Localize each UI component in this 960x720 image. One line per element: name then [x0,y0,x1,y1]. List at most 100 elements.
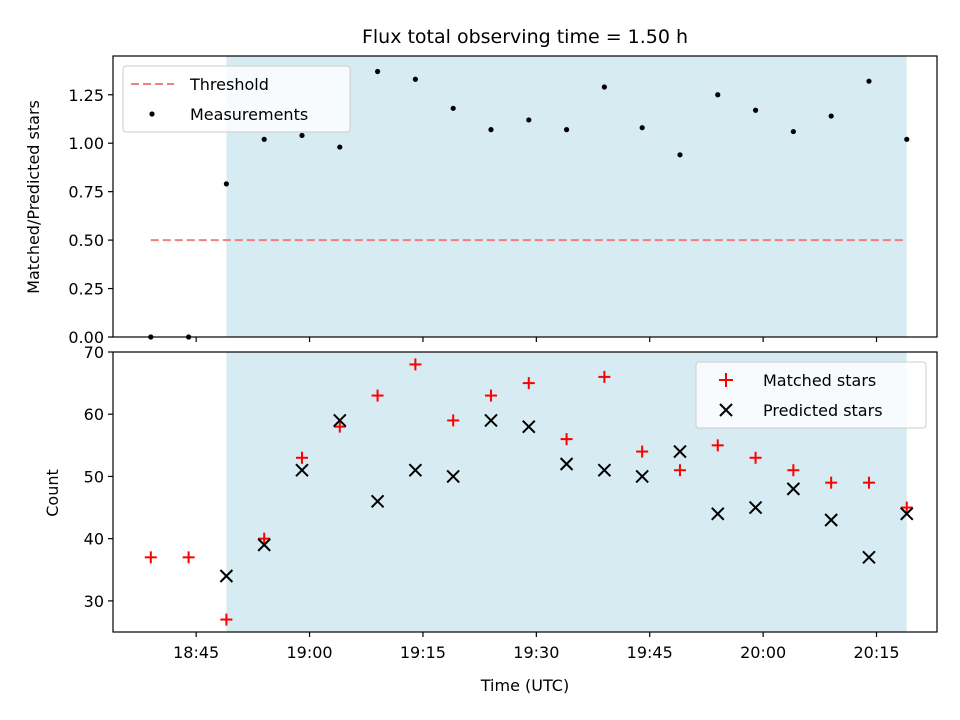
measurement-point [337,144,343,150]
predicted-stars-points [219,413,914,583]
measurement-points [148,68,910,340]
x-tick-label: 19:30 [513,643,559,662]
y-tick-label: 60 [84,405,104,424]
x-tick-label: 19:00 [286,643,332,662]
predicted-star-point [219,569,234,583]
matched-star-point [598,370,611,383]
matched-stars-points [144,358,913,626]
measurement-point [223,181,229,187]
bottom-legend-box [695,361,927,429]
measurement-point [790,128,796,135]
matched-star-point [333,420,346,433]
y-tick-label: 40 [84,530,104,549]
y-tick-label: 50 [84,467,104,486]
chart-title: Flux total observing time = 1.50 h [362,26,688,48]
predicted-star-point [295,463,309,477]
bottom-y-ticks: 30 40 50 60 70 [84,343,113,611]
top-legend: Threshold Measurements [122,65,351,133]
bottom-y-axis-label: Count [43,469,62,517]
x-tick-label: 20:00 [740,643,786,662]
predicted-star-point [786,482,801,496]
predicted-star-point [748,500,763,515]
top-legend-box [122,65,351,133]
predicted-star-point [257,538,271,552]
matched-star-point [182,551,195,564]
matched-star-point [484,389,497,402]
measurement-point [488,127,494,133]
predicted-star-point [673,444,687,459]
matched-star-point [409,358,422,371]
predicted-star-point [370,494,385,509]
x-tick-label: 18:45 [173,643,219,662]
predicted-star-point [900,507,914,521]
matched-star-point [749,451,762,464]
measurement-point [563,127,570,133]
predicted-star-point [446,469,460,484]
bottom-axes-frame [112,351,938,633]
matched-star-point [447,414,460,427]
predicted-star-point [559,457,574,471]
legend-measurements-label: Measurements [190,105,308,124]
matched-star-point [220,613,233,626]
predicted-star-point [484,413,498,428]
measurement-point [752,107,759,113]
bottom-panel: 30 40 50 60 70 18:45 19:00 19:15 19:30 19:45 20:0… [43,343,938,695]
predicted-star-point [408,463,423,477]
measurement-point [412,76,418,82]
predicted-star-point [862,550,876,565]
legend-measurements-swatch [149,111,155,117]
top-axes-frame [112,55,938,338]
matched-star-point [560,433,573,446]
predicted-star-point [522,419,536,434]
matched-star-point [825,476,838,489]
measurement-point [450,105,456,111]
top-x-ticks [195,337,878,342]
y-tick-label: 0.50 [68,231,104,250]
legend-threshold-label: Threshold [189,75,269,94]
bottom-x-ticks: 18:45 19:00 19:15 19:30 19:45 20:00 20:15 [173,632,900,662]
y-tick-label: 1.00 [68,134,104,153]
measurement-point [261,136,267,142]
measurement-point [299,132,305,139]
y-tick-label: 30 [84,592,104,611]
matched-star-point [787,464,800,477]
measurement-point [715,92,721,98]
predicted-star-point [333,413,347,428]
matched-star-point [711,439,724,452]
measurement-point [904,136,910,142]
measurement-point [526,117,532,123]
legend-predicted-label: Predicted stars [763,401,883,420]
top-panel: 0.00 0.25 0.50 0.75 1.00 1.25 Matched/Predict… [24,55,938,347]
legend-matched-swatch [719,373,733,387]
matched-star-point [295,451,308,464]
x-tick-label: 20:15 [853,643,899,662]
measurement-point [374,68,381,75]
measurement-point [866,78,872,84]
legend-predicted-swatch [719,403,733,417]
predicted-star-point [824,513,838,527]
predicted-star-point [635,469,649,484]
matched-star-point [636,445,649,458]
predicted-star-point [711,507,725,521]
top-y-ticks: 0.00 0.25 0.50 0.75 1.00 1.25 [68,86,113,347]
measurement-point [677,152,683,158]
x-tick-label: 19:45 [627,643,673,662]
x-tick-label: 19:15 [400,643,446,662]
predicted-star-point [597,463,612,477]
matched-star-point [862,476,875,489]
x-axis-label: Time (UTC) [480,676,569,695]
measurement-point [828,113,834,119]
matched-star-point [673,464,686,477]
measurement-point [601,84,607,90]
y-tick-label: 70 [84,343,104,362]
matched-star-point [144,551,157,564]
y-tick-label: 0.00 [68,328,104,347]
matched-star-point [900,501,913,514]
bottom-legend: Matched stars Predicted stars [695,361,927,429]
top-y-axis-label: Matched/Predicted stars [24,100,43,294]
y-tick-label: 0.75 [68,183,104,202]
matched-star-point [371,389,384,402]
y-tick-label: 1.25 [68,86,104,105]
y-tick-label: 0.25 [68,280,104,299]
